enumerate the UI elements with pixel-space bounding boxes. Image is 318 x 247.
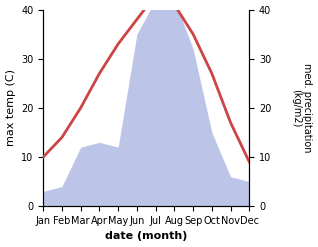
Y-axis label: med. precipitation
(kg/m2): med. precipitation (kg/m2) xyxy=(291,63,313,153)
Y-axis label: max temp (C): max temp (C) xyxy=(5,69,16,146)
X-axis label: date (month): date (month) xyxy=(105,231,187,242)
